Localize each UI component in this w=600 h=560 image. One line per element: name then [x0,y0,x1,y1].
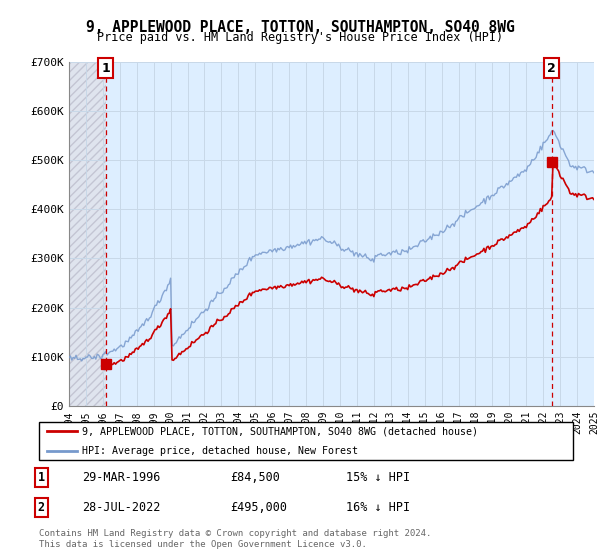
Text: HPI: Average price, detached house, New Forest: HPI: Average price, detached house, New … [82,446,358,456]
Text: Price paid vs. HM Land Registry's House Price Index (HPI): Price paid vs. HM Land Registry's House … [97,31,503,44]
Bar [69,62,106,406]
Text: 16% ↓ HPI: 16% ↓ HPI [347,501,410,514]
Text: 15% ↓ HPI: 15% ↓ HPI [347,471,410,484]
Text: 9, APPLEWOOD PLACE, TOTTON, SOUTHAMPTON, SO40 8WG: 9, APPLEWOOD PLACE, TOTTON, SOUTHAMPTON,… [86,20,514,35]
Text: 2: 2 [38,501,45,514]
Text: 2: 2 [547,62,556,74]
Text: 28-JUL-2022: 28-JUL-2022 [82,501,160,514]
Text: Contains HM Land Registry data © Crown copyright and database right 2024.
This d: Contains HM Land Registry data © Crown c… [39,529,431,549]
Text: 1: 1 [101,62,110,74]
Bar [69,62,106,406]
Text: 29-MAR-1996: 29-MAR-1996 [82,471,160,484]
FancyBboxPatch shape [39,422,574,460]
Text: 9, APPLEWOOD PLACE, TOTTON, SOUTHAMPTON, SO40 8WG (detached house): 9, APPLEWOOD PLACE, TOTTON, SOUTHAMPTON,… [82,426,478,436]
Text: £84,500: £84,500 [230,471,280,484]
Text: £495,000: £495,000 [230,501,287,514]
Text: 1: 1 [38,471,45,484]
